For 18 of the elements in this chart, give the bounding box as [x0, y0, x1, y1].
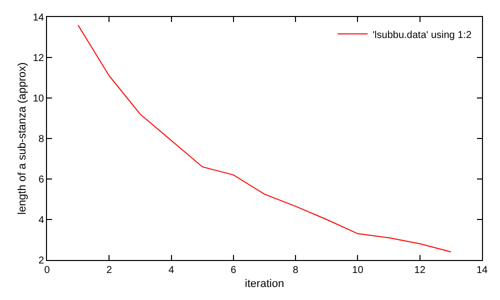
x-tick-label: 2 — [106, 265, 112, 276]
y-axis-title: length of a sub-stanza (approx) — [16, 62, 29, 215]
x-tick-label: 14 — [476, 265, 488, 276]
y-tick-label: 10 — [32, 94, 44, 104]
x-tick-label: 0 — [44, 265, 50, 276]
x-tick-label: 12 — [414, 265, 426, 276]
y-tick-label: 12 — [32, 53, 44, 64]
x-tick-label: 4 — [168, 265, 175, 276]
y-tick-label: 8 — [38, 134, 44, 145]
x-tick-label: 10 — [352, 265, 364, 276]
y-tick-label: 4 — [38, 215, 44, 226]
y-tick-label: 6 — [38, 174, 44, 186]
x-axis-title: iteration — [244, 278, 284, 290]
y-tick-label: 2 — [38, 256, 44, 266]
x-tick-label: 6 — [230, 265, 237, 276]
x-tick-label: 8 — [292, 265, 299, 276]
y-tick-label: 14 — [32, 12, 44, 24]
legend-label: 'lsubbu.data' using 1:2 — [372, 30, 472, 41]
